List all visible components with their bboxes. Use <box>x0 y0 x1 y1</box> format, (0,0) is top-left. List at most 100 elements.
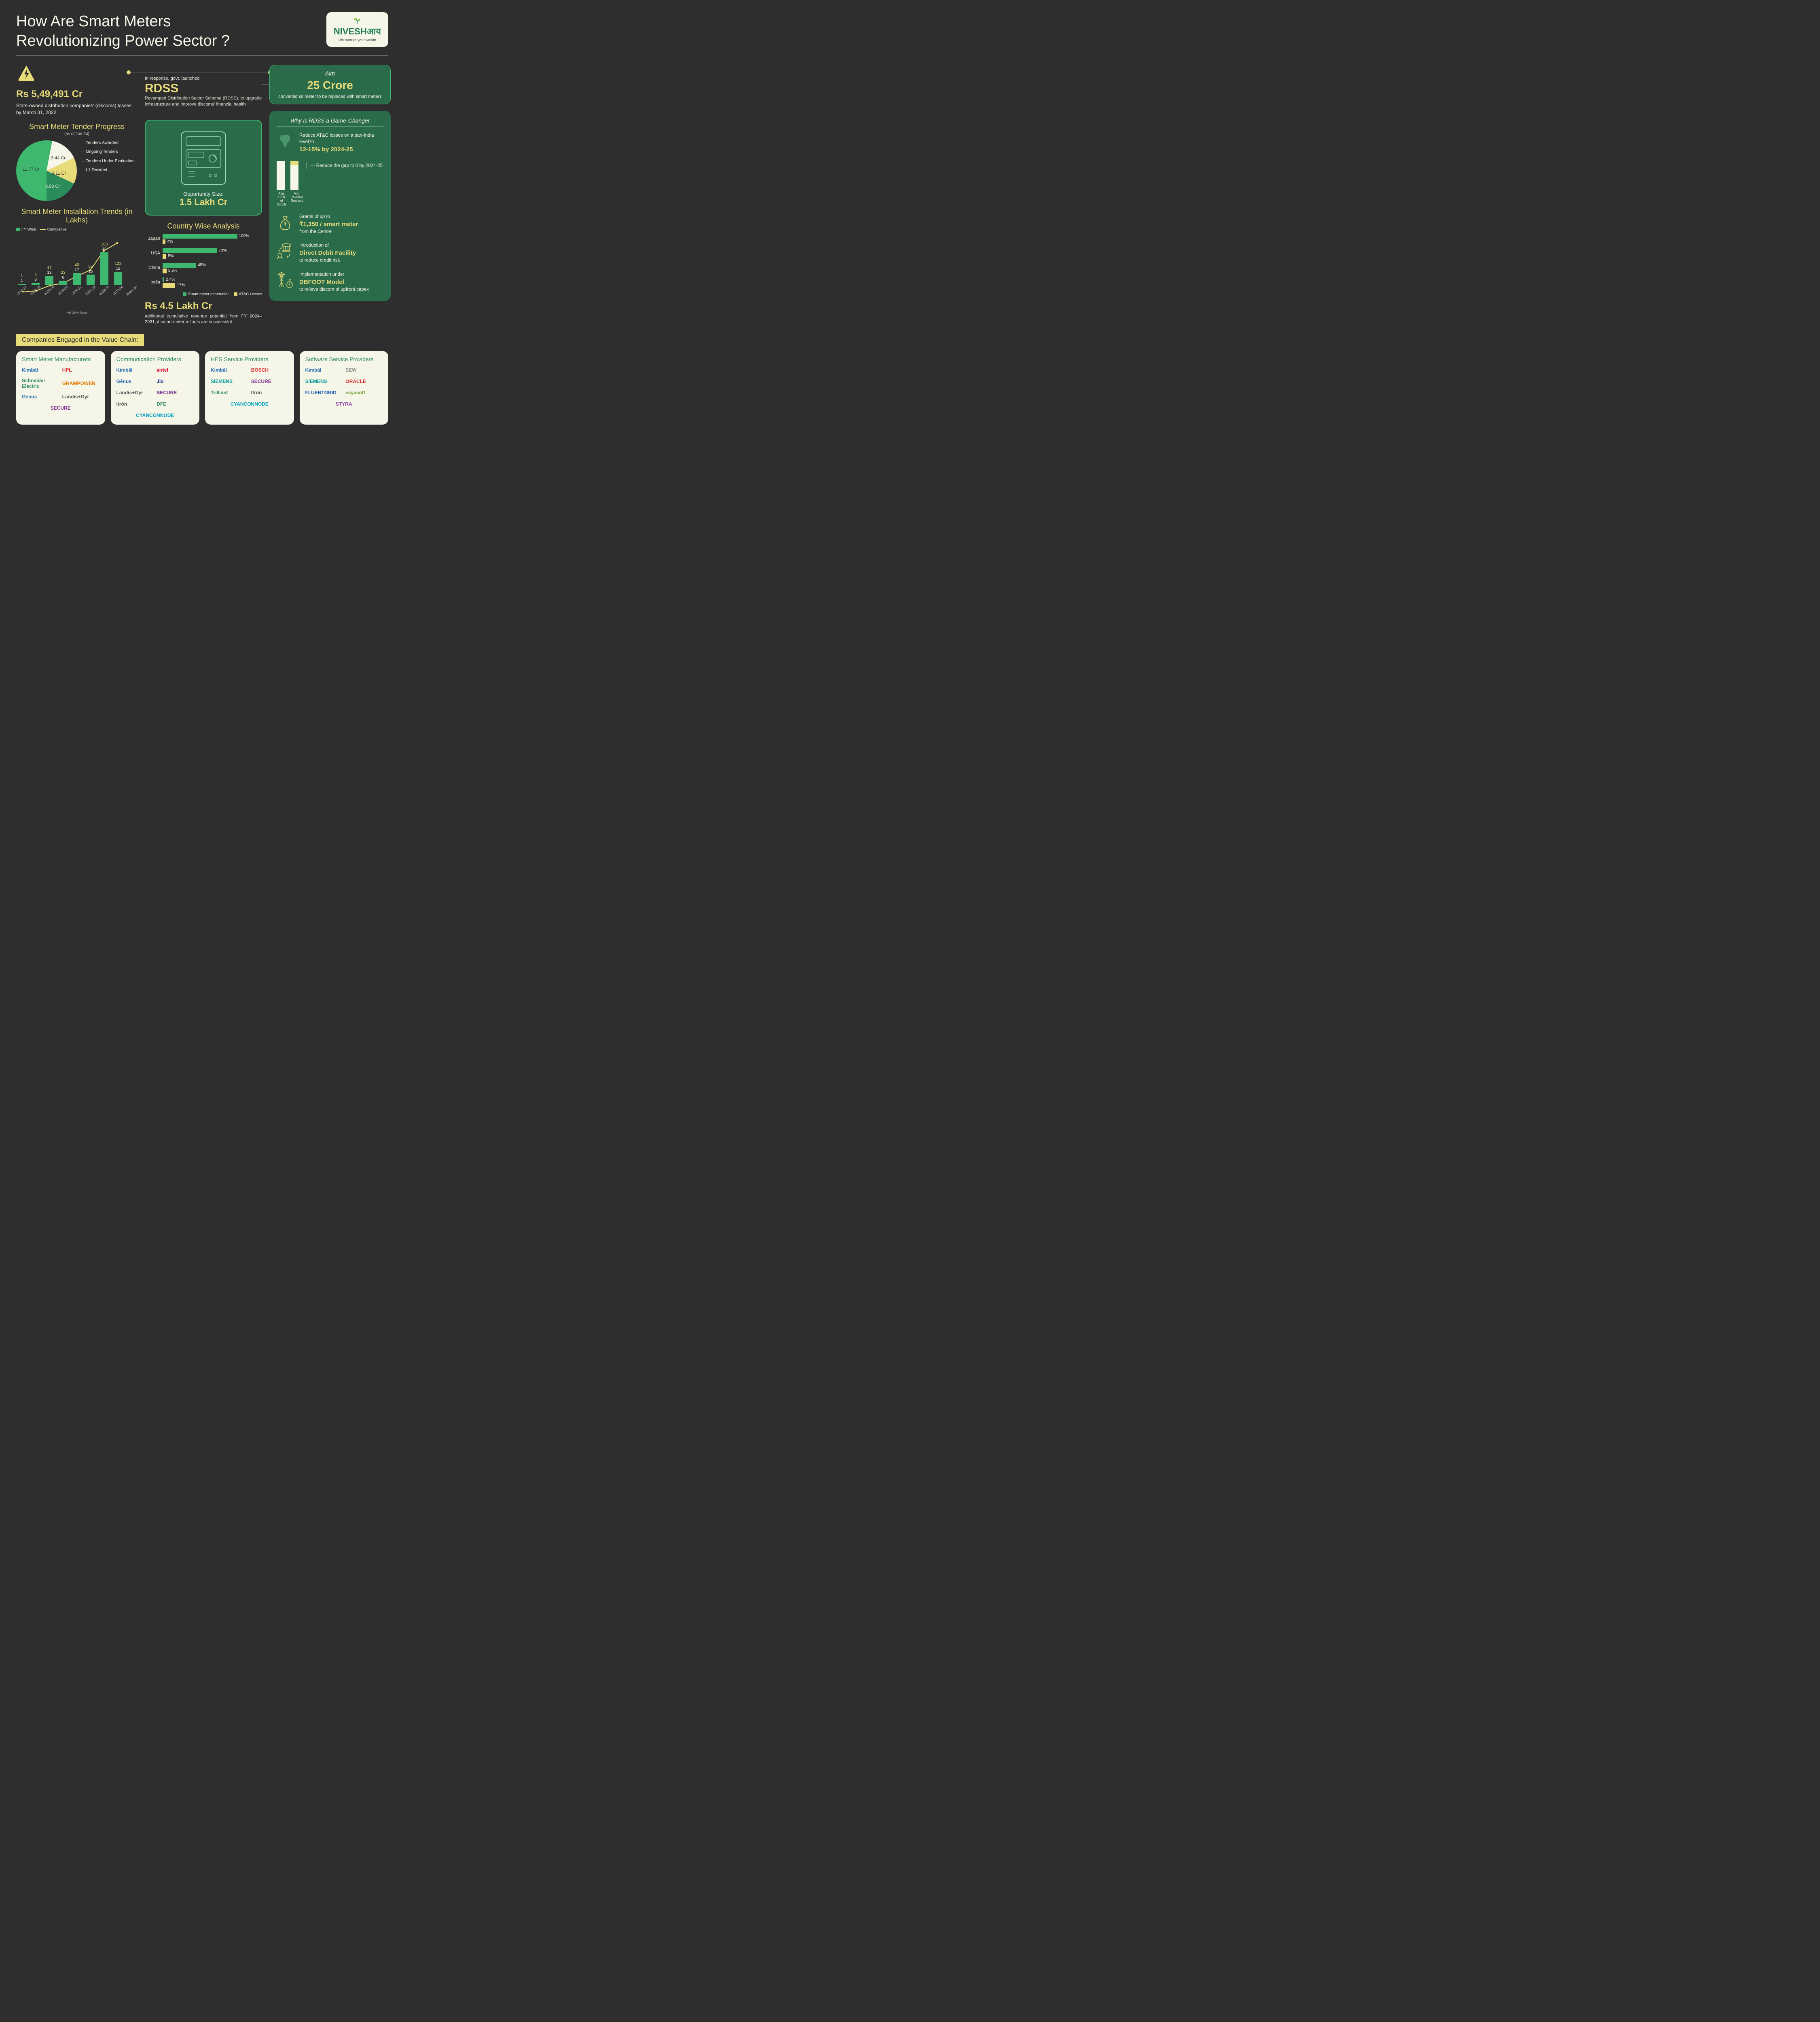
install-bar: 122192023-24 <box>113 262 123 292</box>
game-changer-card: Why is RDSS a Game-Changer Reduce AT&C l… <box>269 111 391 301</box>
pie-slice-value: 11.77 Cr <box>23 167 39 172</box>
mini-bars-icon: Avg. Cost of Supply Avg. Revenue Realise… <box>277 161 301 206</box>
install-chart: 112016-17432017-1817132018-192362019-204… <box>16 236 138 309</box>
country-name: India <box>145 277 163 285</box>
opp-value: 1.5 Lakh Cr <box>180 197 228 207</box>
company-logo: STYRA <box>305 400 383 408</box>
bank-icon <box>277 242 294 259</box>
company-logo-grid: KimbālSEWSIEMENSORACLEFLUENTGRIDesyasoft… <box>305 366 383 408</box>
legend-cum: Cumulative <box>40 227 67 232</box>
company-card: Smart Meter Manufacturers KimbālHPLSchnei… <box>16 351 105 425</box>
rdss-block: In response, govt. launched RDSS Revampe… <box>145 65 262 108</box>
company-logo: Landis+Gyr <box>116 389 154 396</box>
company-logo-grid: KimbālHPLSchneider ElectricGRAMPOWERGėnu… <box>22 366 99 412</box>
country-row: USA 73% 5% <box>145 248 262 260</box>
pie-slice-label: Tenders Under Evaluation <box>81 159 135 164</box>
discom-block: Rs 5,49,491 Cr State-owned distribution … <box>16 65 138 116</box>
header: How Are Smart Meters Revolutionizing Pow… <box>16 12 388 51</box>
pie-sub: (as of Jun-24) <box>16 132 138 136</box>
logo-tree-icon <box>352 17 362 25</box>
install-title: Smart Meter Installation Trends (in Lakh… <box>16 207 138 225</box>
company-category-title: Communication Providers <box>116 356 194 362</box>
game-item-gap: Avg. Cost of Supply Avg. Revenue Realise… <box>277 161 383 206</box>
install-bar: 2362019-20 <box>58 271 68 292</box>
meter-card: Opportunity Size: 1.5 Lakh Cr <box>145 120 262 216</box>
rdss-desc: Revamped Distribution Sector Scheme (RDS… <box>145 95 262 108</box>
logo-tagline: We nurture your wealth <box>339 38 376 42</box>
company-logo: Kimbāl <box>22 366 59 374</box>
pie-chart: 11.77 Cr 3.44 Cr 3.11 Cr 3.93 Cr Tenders Aw… <box>16 140 138 201</box>
revenue-desc: additional cumulative revenue potential … <box>145 313 262 326</box>
pie-slice-value: 3.44 Cr <box>51 156 66 161</box>
pie-slice-label: Tenders Awarded <box>81 140 135 146</box>
legend-pen: Smart meter penetration <box>183 292 229 296</box>
pie-section: Smart Meter Tender Progress (as of Jun-2… <box>16 123 138 201</box>
aim-label: Aim <box>277 70 383 76</box>
company-logo: Kimbāl <box>305 366 343 374</box>
company-card: Communication ProvidersKimbālairtelGėnus… <box>111 351 200 425</box>
game-item-atc: Reduce AT&C losses on a pan-India level … <box>277 132 383 154</box>
company-logo: CYANCONNODE <box>116 412 194 419</box>
money-bag-icon: ₹ <box>277 214 294 231</box>
legend-fy: FY Wise <box>16 227 36 232</box>
country-row: Japan 100% 4% <box>145 234 262 245</box>
aim-card: Aim 25 Crore conventional meter to be re… <box>269 65 391 104</box>
game-grant-text: Grants of up to ₹1,350 / smart meter fro… <box>299 214 358 235</box>
install-legend: FY Wise Cumulative <box>16 227 138 232</box>
game-dbfoot-text: Implementation under DBFOOT Model to rel… <box>299 271 369 293</box>
opp-label: Opportunity Size: <box>183 191 224 197</box>
install-section: Smart Meter Installation Trends (in Lakh… <box>16 207 138 315</box>
bolt-icon <box>16 65 36 82</box>
company-logo: Schneider Electric <box>22 378 59 389</box>
country-section: Country Wise Analysis Japan 100% 4% USA … <box>145 222 262 326</box>
company-logo: DFE <box>157 400 194 408</box>
pie-title: Smart Meter Tender Progress <box>16 123 138 131</box>
game-title: Why is RDSS a Game-Changer <box>277 117 383 127</box>
company-card: HES Service Providers KimbālBOSCHSIEMENSS… <box>205 351 294 425</box>
install-footnote: *till 30ᵗʰ June <box>16 311 138 315</box>
company-logo: HPL <box>62 366 99 374</box>
company-logo: Itrón <box>251 389 288 396</box>
game-atc-text: Reduce AT&C losses on a pan-India level … <box>299 132 383 154</box>
game-item-dbfoot: ₹ Implementation under DBFOOT Model to r… <box>277 271 383 293</box>
company-logo: Jio <box>157 378 194 385</box>
company-category-title: Smart Meter Manufacturers <box>22 356 99 362</box>
company-logo: SECURE <box>157 389 194 396</box>
company-card: Software Service ProvidersKimbālSEWSIEME… <box>300 351 389 425</box>
country-row: India 2.4% 17% <box>145 277 262 289</box>
company-logo: BOSCH <box>251 366 288 374</box>
main-grid: Rs 5,49,491 Cr State-owned distribution … <box>16 65 388 325</box>
india-map-icon <box>277 132 294 149</box>
company-grid: Smart Meter ManufacturersKimbālHPLSchnei… <box>16 351 388 425</box>
pie-slice-value: 3.11 Cr <box>52 171 66 176</box>
company-logo: Itrón <box>116 400 154 408</box>
company-logo: esyasoft <box>345 389 383 396</box>
company-logo: SIEMENS <box>211 378 248 385</box>
aim-value: 25 Crore <box>277 79 383 92</box>
game-item-grant: ₹ Grants of up to ₹1,350 / smart meter f… <box>277 214 383 235</box>
game-item-debit: Introduction of Direct Debit Facility to… <box>277 242 383 264</box>
company-category-title: HES Service Providers <box>211 356 288 362</box>
company-logo: Gėnus <box>116 378 154 385</box>
pie-slice-label: Ongoing Tenders <box>81 149 135 154</box>
pie-slice-label: L1 Decided <box>81 167 135 173</box>
company-logo: Kimbāl <box>211 366 248 374</box>
company-logo: Trilliant <box>211 389 248 396</box>
page-title: How Are Smart Meters Revolutionizing Pow… <box>16 12 267 51</box>
company-logo: Kimbāl <box>116 366 154 374</box>
company-logo: SECURE <box>22 404 99 412</box>
meter-icon <box>177 128 230 188</box>
pie-legend: Tenders Awarded Ongoing Tenders Tenders Un… <box>81 140 135 201</box>
country-title: Country Wise Analysis <box>145 222 262 231</box>
game-debit-text: Introduction of Direct Debit Facility to… <box>299 242 356 264</box>
company-logo: SECURE <box>251 378 288 385</box>
install-bar: 17132018-19 <box>44 266 55 292</box>
company-logo-grid: KimbālBOSCHSIEMENSSECURETrilliantItrónCY… <box>211 366 288 408</box>
pie-slice-value: 3.93 Cr <box>45 184 60 189</box>
install-bar: 103482022-23 <box>99 242 110 292</box>
rdss-intro: In response, govt. launched <box>145 76 262 82</box>
col-2: In response, govt. launched RDSS Revampe… <box>145 65 262 325</box>
company-logo: Gėnus <box>22 393 59 400</box>
svg-text:₹: ₹ <box>284 221 287 227</box>
install-bar: 2024-25* <box>127 285 137 292</box>
